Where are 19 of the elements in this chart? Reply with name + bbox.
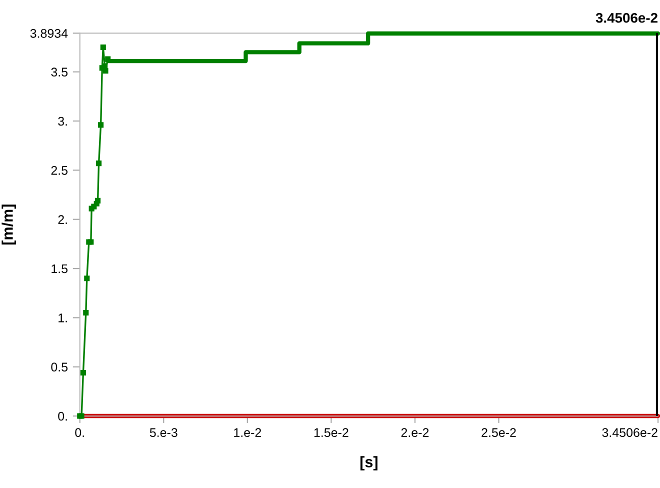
y-axis-title: [m/m] (2, 204, 16, 245)
y-tick-label: 0.5 (51, 362, 68, 372)
x-tick-label: 3.4506e-2 (602, 428, 658, 438)
x-tick-label: 2.e-2 (401, 428, 429, 438)
x-tick-label: 0. (75, 428, 84, 438)
x-tick-label: 2.5e-2 (482, 428, 516, 438)
y-tick-label: 0. (58, 412, 67, 421)
x-tick-label: 1.5e-2 (314, 428, 348, 438)
y-tick-label: 3.8934 (30, 28, 68, 38)
y-tick-label: 2. (58, 215, 67, 224)
ref-line-label: 3.4506e-2 (596, 12, 658, 23)
x-axis-title: [s] (360, 456, 378, 470)
y-tick-label: 2.5 (51, 166, 68, 175)
y-tick-label: 3.5 (51, 68, 68, 77)
y-tick-label: 1. (58, 314, 67, 322)
y-tick-label: 3. (58, 116, 67, 126)
x-tick-label: 5.e-3 (150, 428, 178, 438)
x-tick-label: 1.e-2 (234, 428, 262, 438)
y-tick-label: 1.5 (52, 264, 68, 274)
